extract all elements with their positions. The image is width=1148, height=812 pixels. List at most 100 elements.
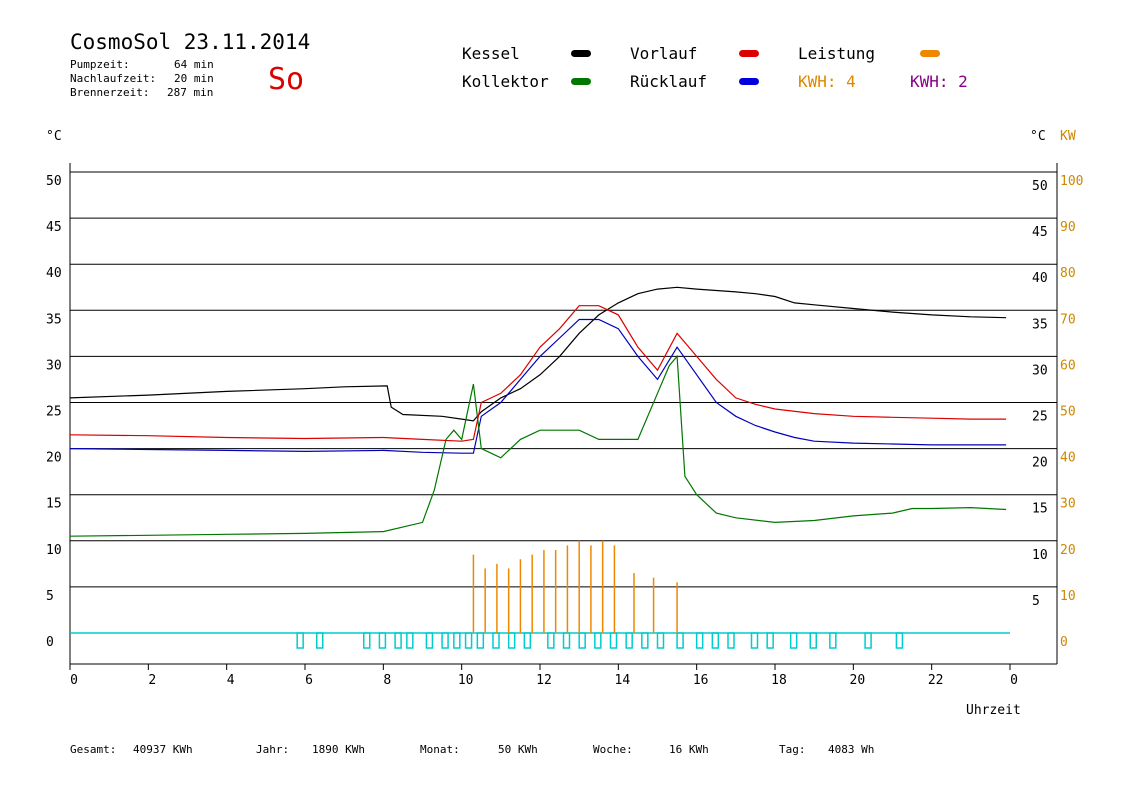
pump-marker (609, 632, 618, 649)
pump-marker (864, 632, 872, 649)
footer-value: 1890 KWh (312, 743, 365, 756)
y2-tick-label-right: 60 (1060, 358, 1076, 373)
pump-marker (464, 632, 473, 649)
pump-marker (695, 632, 704, 649)
y-tick-label-left: 45 (46, 220, 62, 235)
pump-marker (578, 632, 586, 649)
x-tick-label: 8 (383, 673, 391, 688)
pump-marker (316, 632, 324, 649)
x-tick-label: 0 (70, 673, 78, 688)
pump-marker (656, 632, 665, 649)
pump-marker (789, 632, 798, 649)
weekday-label: So (268, 62, 305, 97)
stat-label: Brennerzeit: (70, 86, 150, 99)
y-tick-label-right: 5 (1032, 594, 1040, 609)
pump-markers (70, 632, 1010, 649)
footer-value: 40937 KWh (133, 743, 193, 756)
y-tick-label-right: 50 (1032, 179, 1048, 194)
y2-tick-label-right: 70 (1060, 312, 1076, 327)
y-tick-label-right: 15 (1032, 502, 1048, 517)
series-vorlauf (69, 305, 1007, 442)
pump-marker (296, 632, 304, 649)
pump-marker (425, 632, 434, 649)
legend-kessel-swatch (571, 50, 591, 57)
pump-marker (625, 632, 633, 649)
legend-kwh-1: KWH: 4 (798, 72, 856, 91)
stat-value: 20 min (174, 72, 214, 85)
stat-value: 64 min (174, 58, 214, 71)
y-tick-label-left: 25 (46, 405, 62, 420)
y2-tick-label-right: 10 (1060, 589, 1076, 604)
footer-woche: Woche: 16 KWh (593, 743, 709, 756)
x-tick-label: 4 (227, 673, 235, 688)
y2-tick-label-right: 20 (1060, 543, 1076, 558)
footer-tag: Tag: 4083 Wh (779, 743, 874, 756)
y-tick-label-left: 20 (46, 451, 62, 466)
footer-label: Jahr: (256, 743, 290, 756)
stat-label: Nachlaufzeit: (70, 72, 157, 85)
legend-kessel: Kessel (462, 44, 520, 63)
footer-label: Woche: (593, 743, 633, 756)
axes (69, 163, 1058, 670)
legend-kollektor: Kollektor (462, 72, 549, 91)
page-title: CosmoSol 23.11.2014 (70, 30, 311, 54)
x-tick-label: 14 (615, 673, 631, 688)
stat-nachlaufzeit: Nachlaufzeit: 20 min (70, 72, 214, 85)
pump-marker (523, 632, 532, 649)
y2-tick-label-right: 100 (1060, 174, 1083, 189)
y-tick-label-left: 30 (46, 358, 62, 373)
tick-labels: 0 2 4 6 8 10 12 14 16 18 20 22 005101520253035404550… (46, 174, 1083, 688)
x-tick-label: 0 (1010, 673, 1018, 688)
legend-leistung-swatch (920, 50, 940, 57)
y-tick-label-right: 40 (1032, 271, 1048, 286)
y-tick-label-right: 25 (1032, 410, 1048, 425)
pump-marker (766, 632, 774, 649)
pump-marker (441, 632, 449, 649)
pump-marker (641, 632, 649, 649)
legend-vorlauf-swatch (739, 50, 759, 57)
y-tick-label-left: 50 (46, 174, 62, 189)
footer-jahr: Jahr: 1890 KWh (256, 743, 365, 756)
pump-marker (829, 632, 837, 649)
legend-leistung: Leistung (798, 44, 876, 63)
footer-label: Monat: (420, 743, 460, 756)
pump-marker (406, 632, 414, 649)
grid-lines (70, 171, 1057, 588)
legend-vorlauf: Vorlauf (630, 44, 698, 63)
footer-value: 4083 Wh (828, 743, 875, 756)
y2-tick-label-right: 30 (1060, 497, 1076, 512)
footer-value: 50 KWh (498, 743, 538, 756)
y-tick-label-left: 0 (46, 635, 54, 650)
y2-tick-label-right: 0 (1060, 635, 1068, 650)
pump-marker (711, 632, 720, 649)
pump-marker (363, 632, 371, 649)
series-kessel (69, 286, 1007, 422)
y-tick-label-left: 35 (46, 312, 62, 327)
legend-kwh-2: KWH: 2 (910, 72, 968, 91)
x-tick-label: 16 (693, 673, 709, 688)
series-ruecklauf (69, 318, 1007, 454)
pump-marker (507, 632, 516, 649)
y-tick-label-right: 10 (1032, 548, 1048, 563)
x-tick-label: 10 (458, 673, 474, 688)
x-tick-label: 2 (148, 673, 156, 688)
x-tick-label: 20 (850, 673, 866, 688)
pump-marker (378, 632, 387, 649)
stat-label: Pumpzeit: (70, 58, 130, 71)
series-kollektor (69, 354, 1007, 537)
y2-tick-label-right: 40 (1060, 451, 1076, 466)
stat-pumpzeit: Pumpzeit: 64 min (70, 58, 214, 71)
x-axis-label: Uhrzeit (966, 703, 1021, 718)
pump-marker (809, 632, 817, 649)
y-tick-label-left: 15 (46, 497, 62, 512)
footer-gesamt: Gesamt: 40937 KWh (70, 743, 193, 756)
y2-tick-label-right: 50 (1060, 405, 1076, 420)
x-tick-label: 22 (928, 673, 944, 688)
footer-monat: Monat: 50 KWh (420, 743, 538, 756)
y-tick-label-right: 35 (1032, 317, 1048, 332)
y2-unit-right: KW (1060, 129, 1076, 144)
y2-tick-label-right: 80 (1060, 266, 1076, 281)
y2-tick-label-right: 90 (1060, 220, 1076, 235)
footer-label: Gesamt: (70, 743, 117, 756)
